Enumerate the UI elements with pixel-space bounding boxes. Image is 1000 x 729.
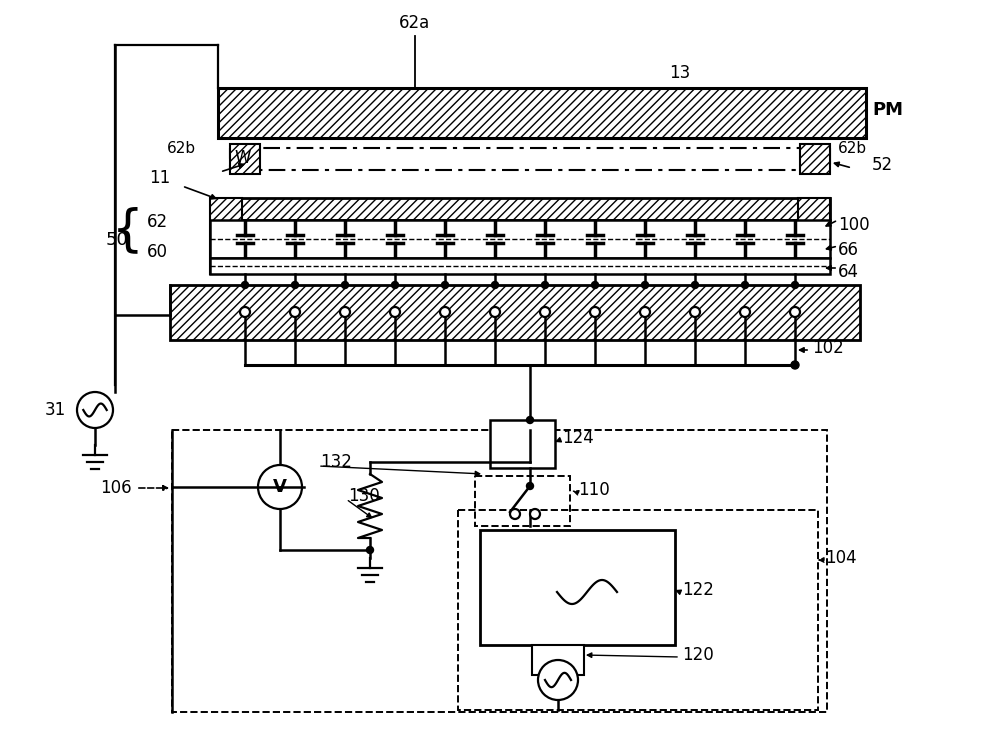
Text: 13: 13	[669, 64, 691, 82]
Circle shape	[642, 281, 648, 289]
Text: 106: 106	[100, 479, 132, 497]
Text: 130: 130	[348, 487, 380, 505]
Circle shape	[258, 465, 302, 509]
Text: 110: 110	[578, 481, 610, 499]
Text: 104: 104	[825, 549, 857, 567]
Circle shape	[292, 281, 298, 289]
Text: 11: 11	[149, 169, 170, 187]
Circle shape	[692, 281, 698, 289]
Bar	[210, 258, 830, 274]
Text: 62a: 62a	[399, 14, 431, 32]
Circle shape	[366, 547, 374, 553]
Text: 62: 62	[147, 213, 168, 231]
Text: 124: 124	[562, 429, 594, 447]
Circle shape	[242, 281, 248, 289]
Circle shape	[240, 307, 250, 317]
Bar	[800, 144, 830, 174]
Bar	[475, 476, 570, 526]
Circle shape	[342, 281, 349, 289]
Bar	[230, 144, 260, 174]
Circle shape	[526, 483, 534, 489]
Circle shape	[490, 307, 500, 317]
Circle shape	[492, 281, 498, 289]
Circle shape	[790, 307, 800, 317]
Text: 50: 50	[105, 231, 128, 249]
Circle shape	[392, 281, 398, 289]
Text: 64: 64	[838, 263, 859, 281]
Circle shape	[510, 509, 520, 519]
Text: PM: PM	[872, 101, 903, 119]
Circle shape	[390, 307, 400, 317]
Bar	[170, 285, 860, 340]
Text: 120: 120	[682, 646, 714, 664]
Bar	[210, 220, 830, 258]
Circle shape	[538, 660, 578, 700]
Bar	[210, 198, 242, 274]
Circle shape	[740, 307, 750, 317]
Text: 122: 122	[682, 581, 714, 599]
Circle shape	[590, 307, 600, 317]
Circle shape	[340, 307, 350, 317]
Circle shape	[442, 281, 448, 289]
Text: 102: 102	[812, 339, 844, 357]
Bar	[532, 645, 584, 675]
Bar	[480, 530, 675, 645]
Circle shape	[440, 307, 450, 317]
Circle shape	[592, 281, 598, 289]
Bar	[218, 88, 866, 138]
Bar	[230, 148, 830, 170]
Text: 100: 100	[838, 216, 870, 234]
Circle shape	[791, 361, 799, 369]
Bar	[458, 510, 818, 710]
Bar	[172, 430, 827, 712]
Circle shape	[530, 509, 540, 519]
Text: V: V	[273, 478, 287, 496]
Bar	[490, 420, 555, 468]
Circle shape	[542, 281, 548, 289]
Circle shape	[690, 307, 700, 317]
Circle shape	[640, 307, 650, 317]
Text: 62b: 62b	[167, 141, 196, 155]
Circle shape	[77, 392, 113, 428]
Circle shape	[792, 281, 798, 289]
Text: W: W	[234, 149, 250, 167]
Bar	[210, 198, 830, 220]
Text: 31: 31	[45, 401, 66, 419]
Text: 66: 66	[838, 241, 859, 259]
Bar	[798, 198, 830, 274]
Text: 132: 132	[320, 453, 352, 471]
Circle shape	[290, 307, 300, 317]
Text: {: {	[112, 206, 144, 254]
Circle shape	[742, 281, 748, 289]
Circle shape	[526, 416, 534, 424]
Text: 62b: 62b	[838, 141, 867, 155]
Circle shape	[540, 307, 550, 317]
Text: 52: 52	[872, 156, 893, 174]
Text: 60: 60	[147, 243, 168, 261]
